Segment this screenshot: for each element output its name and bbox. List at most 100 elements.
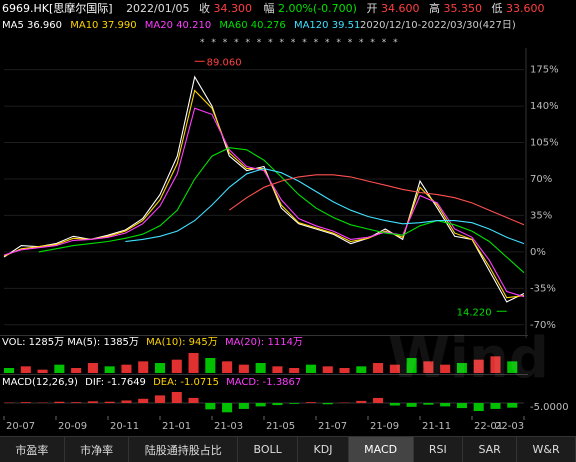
ma10-label: MA10 [70,20,98,31]
volume-bar [323,366,333,373]
macd-bar [71,402,81,403]
volume-bar [21,366,31,373]
volume-bar [356,366,366,373]
x-tick-label: 22-03 [495,421,524,432]
macd-bar [205,403,215,409]
macd-bar [222,403,232,412]
volume-bar [38,370,48,373]
macd-bar [256,403,266,406]
macd-bar [138,399,148,403]
date-label: 2022/01/05 [126,2,189,15]
change-label: 幅 [263,2,274,15]
volume-bar [121,365,131,373]
volume-bar [256,363,266,373]
ma60-label: MA60 [219,20,247,31]
tab-5[interactable]: MACD [349,437,414,462]
y-tick-label: 35% [530,210,552,221]
macd-bar [373,398,383,403]
macd-bar [407,403,417,407]
volume-bar [339,368,349,373]
high-label: 高 [429,2,440,15]
macd-bar [390,403,400,406]
macd-bar [172,392,182,403]
macd-bar [21,402,31,403]
macd-bar [323,403,333,404]
series-line-ma120 [125,169,524,244]
y-tick-label: -35% [530,283,556,294]
tab-1[interactable]: 市净率 [65,437,130,462]
vol-ma20: MA(20): 1114万 [225,337,303,348]
volume-bar [138,361,148,373]
ma-legend: MA5 36.960 MA10 37.990 MA20 40.210 MA60 … [2,20,360,32]
x-tick-label: 21-07 [318,421,347,432]
tab-8[interactable]: W&R [517,437,576,462]
vol-text: VOL: 1285万 MA(5): 1385万 [2,337,139,348]
tab-2[interactable]: 陆股通持股占比 [129,437,238,462]
volume-bar [222,361,232,373]
volume-bar [272,366,282,373]
volume-legend: VOL: 1285万 MA(5): 1385万 MA(10): 945万 MA(… [2,337,303,349]
tab-3[interactable]: BOLL [238,437,298,462]
macd-bar [440,403,450,406]
open-label: 开 [366,2,377,15]
macd-bar [88,401,98,403]
x-tick-label: 21-05 [266,421,295,432]
macd-bar [105,402,115,403]
y-tick-label: 140% [530,101,559,112]
macd-value: MACD: -1.3867 [226,377,301,388]
volume-bar [239,365,249,373]
macd-bar [239,403,249,409]
watermark: Wind [388,326,549,391]
open-value: 34.600 [381,2,420,15]
macd-bar [289,403,299,404]
macd-chart[interactable] [0,390,528,416]
macd-legend: MACD(12,26,9) DIF: -1.7649 DEA: -1.0715 … [2,377,301,389]
volume-bar [289,368,299,373]
x-tick-label: 21-09 [370,421,399,432]
ma120-label: MA120 [294,20,329,31]
macd-bar [457,403,467,408]
y-tick-label: 105% [530,138,559,149]
x-tick-label: 20-07 [6,421,35,432]
macd-dif: DIF: -1.7649 [85,377,146,388]
y-tick-label: 175% [530,65,559,76]
series-line-ma250 [229,175,524,225]
macd-bar [155,395,165,403]
volume-bar [88,363,98,373]
trough-annotation-label: 14.220 [457,307,492,318]
ma20-label: MA20 [145,20,173,31]
series-line-ma5 [4,77,524,302]
series-line-ma10 [4,91,524,298]
x-tick-label: 21-11 [422,421,451,432]
tab-4[interactable]: KDJ [298,437,349,462]
macd-bar [121,400,131,403]
change-value: 2.00%(-0.700) [278,2,357,15]
macd-bar [54,402,64,403]
tab-7[interactable]: SAR [463,437,517,462]
tab-6[interactable]: RSI [414,437,464,462]
low-value: 33.600 [506,2,545,15]
quote-header: 6969.HK[思摩尔国际] 2022/01/05 收 34.300 幅 2.0… [2,2,544,15]
close-label: 收 [199,2,210,15]
range-overlay: 2020/12/10-2022/03/30(427日) [360,20,516,32]
volume-bar [306,365,316,373]
ticker-label: 6969.HK[思摩尔国际] [2,2,113,15]
volume-bar [373,363,383,373]
vol-ma10: MA(10): 945万 [146,337,218,348]
tab-0[interactable]: 市盈率 [0,437,65,462]
close-value: 34.300 [213,2,252,15]
volume-bar [155,363,165,373]
volume-bar [205,358,215,373]
volume-bar [71,368,81,373]
x-tick-label: 21-01 [162,421,191,432]
volume-bar [172,360,182,373]
low-label: 低 [491,2,502,15]
ma60-value: 40.276 [251,20,286,31]
high-value: 35.350 [443,2,482,15]
x-tick-label: 20-09 [58,421,87,432]
y-tick-label: 70% [530,174,552,185]
ma20-value: 40.210 [176,20,211,31]
